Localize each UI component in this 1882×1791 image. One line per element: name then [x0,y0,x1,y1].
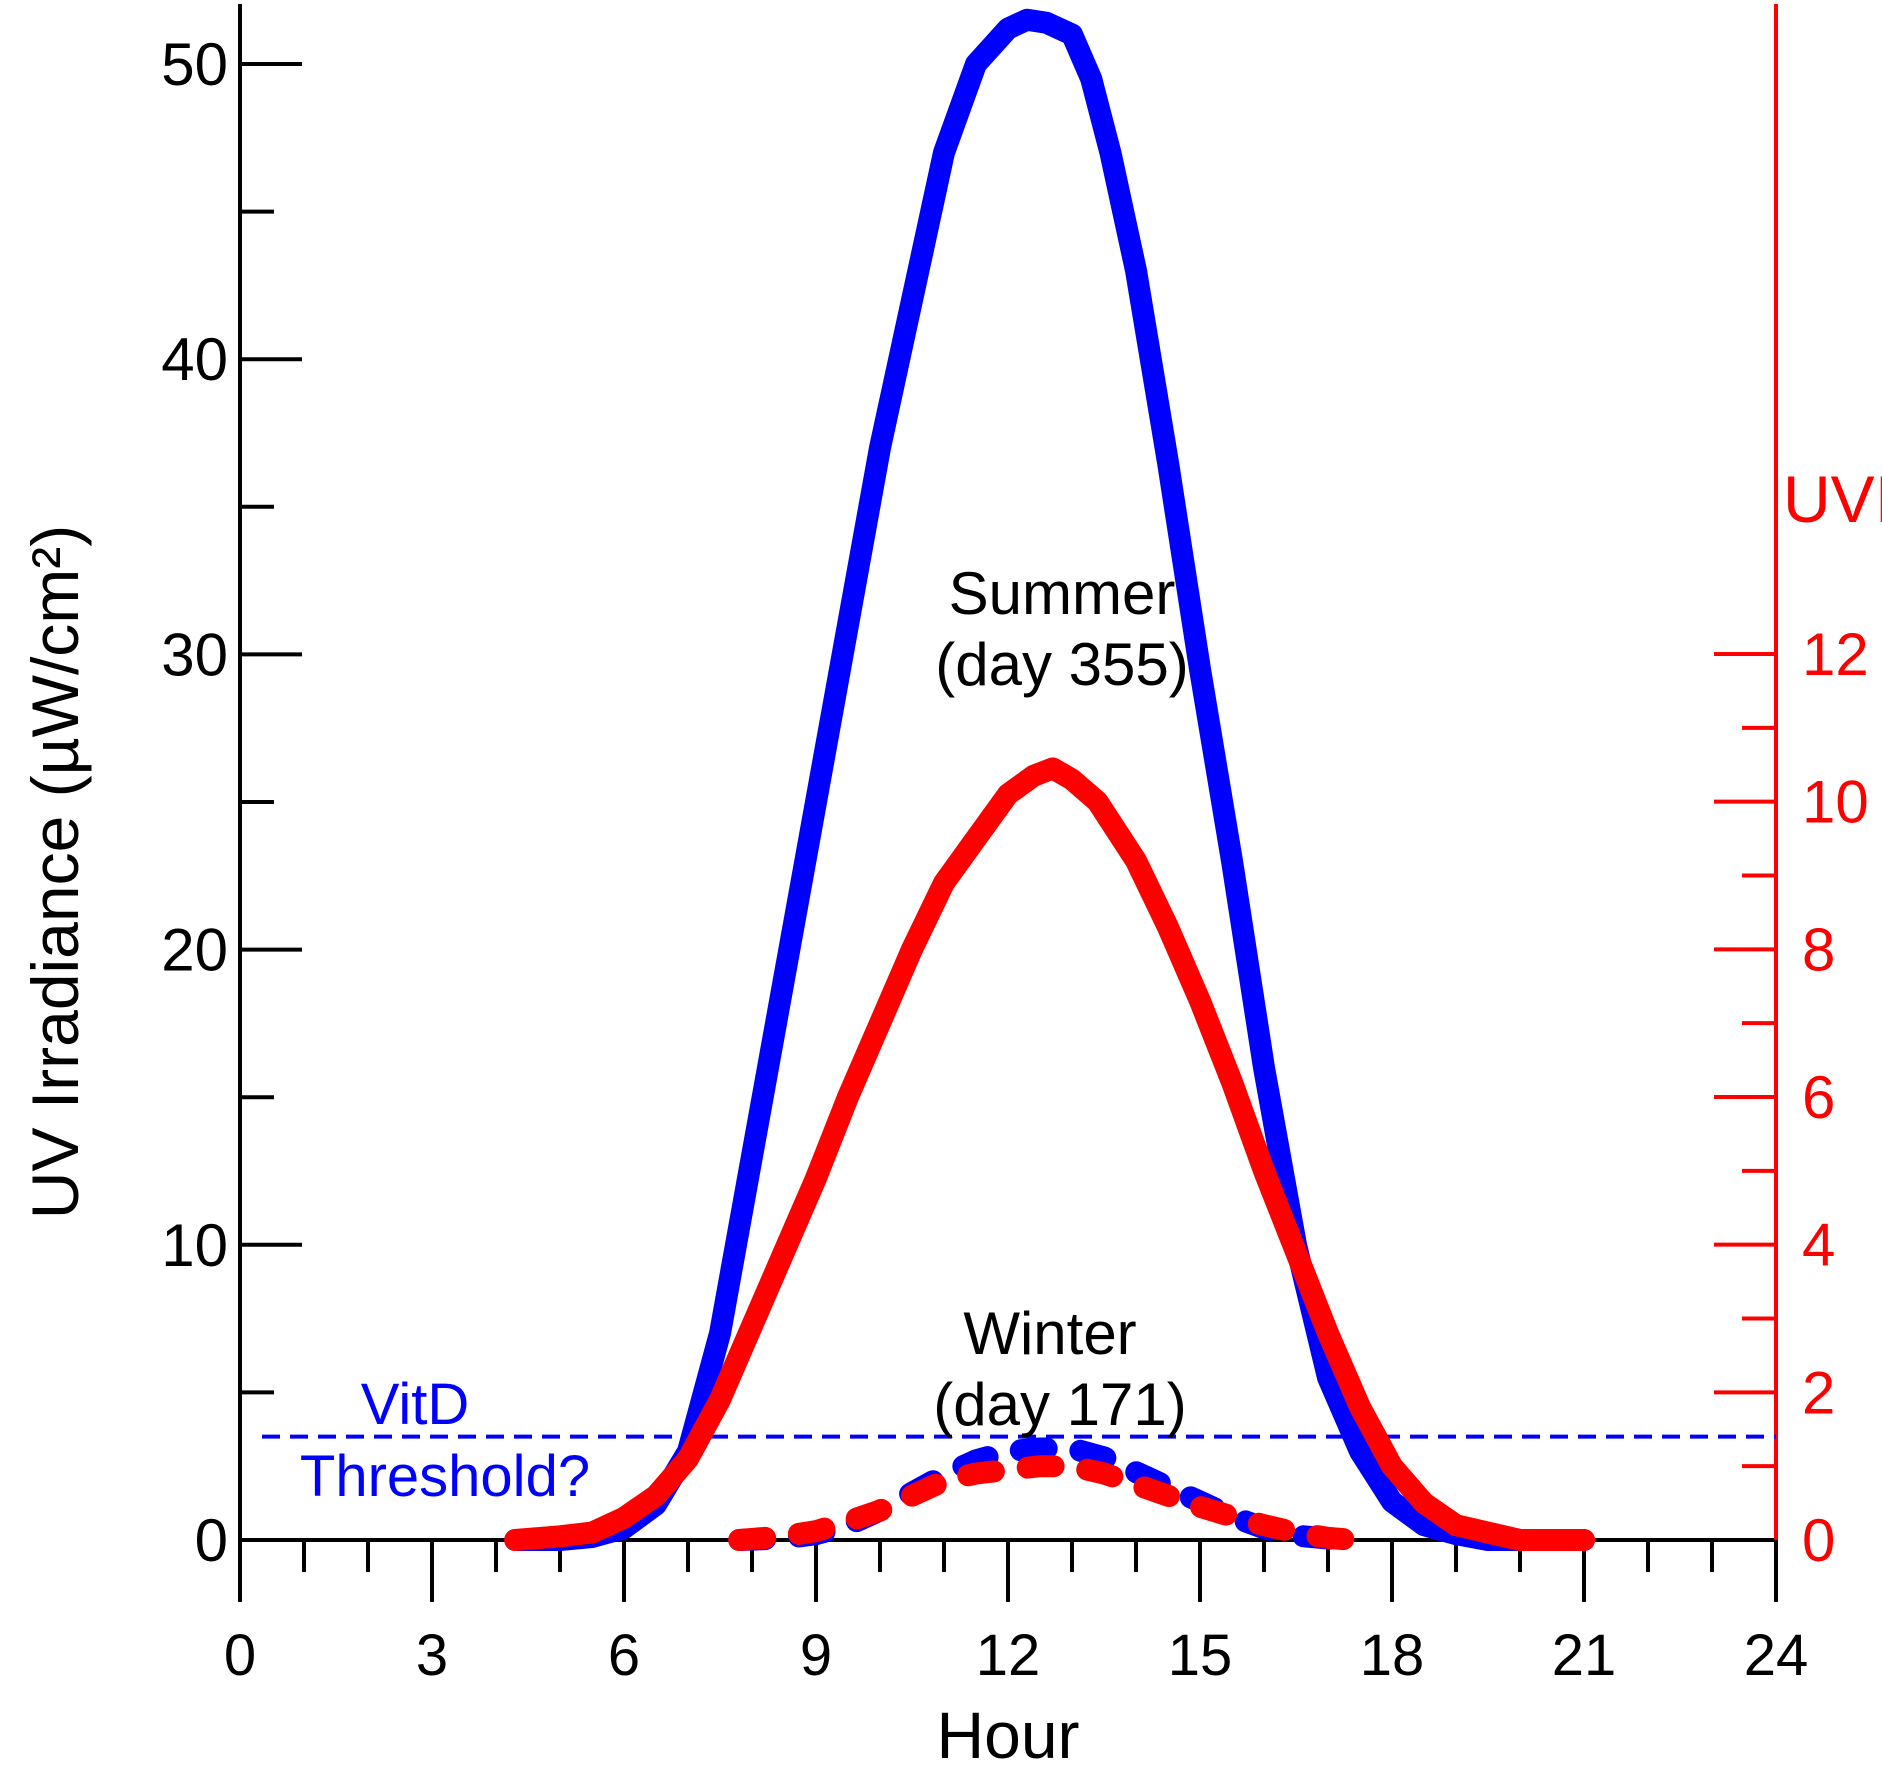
x-tick-label: 15 [1168,1623,1233,1688]
x-tick-label: 3 [416,1623,448,1688]
x-tick-label: 9 [800,1623,832,1688]
right-tick-label: 10 [1802,769,1869,836]
left-tick-label: 20 [161,917,228,984]
right-tick-label: 6 [1802,1064,1835,1131]
x-tick-label: 18 [1360,1623,1425,1688]
threshold-label-line2: Threshold? [300,1444,590,1509]
left-tick-label: 40 [161,326,228,393]
x-tick-label: 6 [608,1623,640,1688]
left-tick-label: 0 [195,1507,228,1574]
left-tick-label: 50 [161,31,228,98]
left-y-axis-label: UV Irradiance (µW/cm²) [18,525,92,1219]
right-tick-label: 8 [1802,916,1835,983]
right-y-axis-label: UVI [1783,462,1882,536]
x-tick-label: 0 [224,1623,256,1688]
right-tick-label: 0 [1802,1507,1835,1574]
series-line-irradiance-solid [504,8,1595,1551]
winter-label-line1: Winter [963,1300,1136,1367]
right-tick-label: 4 [1802,1212,1835,1279]
x-axis-label: Hour [936,1698,1079,1772]
left-tick-label: 30 [161,621,228,688]
left-tick-label: 10 [161,1212,228,1279]
winter-label-line2: (day 171) [933,1371,1186,1438]
right-tick-label: 2 [1802,1359,1835,1426]
series-line-uvi-dashed [728,1455,1365,1551]
summer-label-line2: (day 355) [935,631,1188,698]
threshold-label-line1: VitD [361,1372,470,1437]
axes-layer [238,4,1778,1602]
summer-label-line1: Summer [949,560,1176,627]
x-tick-label: 24 [1744,1623,1809,1688]
series-layer [262,8,1776,1551]
right-tick-label: 12 [1802,621,1869,688]
x-tick-label: 21 [1552,1623,1617,1688]
x-tick-label: 12 [976,1623,1041,1688]
series-line-uvi-solid [504,757,1595,1551]
